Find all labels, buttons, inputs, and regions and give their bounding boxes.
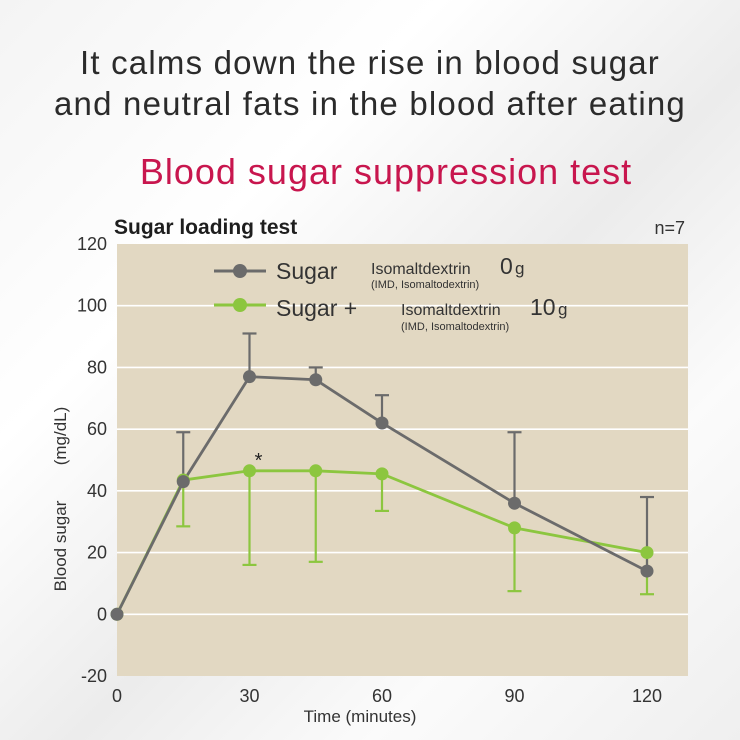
- x-tick-label: 30: [239, 686, 259, 706]
- x-tick-label: 120: [632, 686, 662, 706]
- y-tick-label: 120: [77, 234, 107, 254]
- legend-marker-sugar-imd: [233, 298, 247, 312]
- legend-amount-sugar-imd: 10: [530, 294, 556, 320]
- data-point: [375, 416, 389, 430]
- legend-unit-sugar-imd: g: [558, 300, 567, 319]
- legend-amount-sugar: 0: [500, 253, 513, 279]
- series-layer: [110, 332, 654, 621]
- markers-series-0: [110, 370, 654, 621]
- x-tick-labels: 0 30 60 90 120: [112, 686, 662, 706]
- x-axis-label: Time (minutes): [304, 707, 417, 726]
- legend: Sugar Isomaltdextrin 0 g (IMD, Isomaltod…: [214, 253, 567, 333]
- data-point: [508, 521, 521, 535]
- headline: It calms down the rise in blood sugar an…: [0, 42, 740, 124]
- y-tick-label: 60: [87, 419, 107, 439]
- legend-unit-sugar: g: [515, 259, 524, 278]
- plot-background: [117, 244, 688, 676]
- y-tick-label: 80: [87, 357, 107, 377]
- y-axis-label: Blood sugar: [51, 500, 70, 591]
- data-point: [309, 464, 323, 478]
- significance-asterisk: *: [255, 450, 263, 472]
- x-tick-label: 60: [372, 686, 392, 706]
- data-point: [640, 564, 654, 578]
- legend-note-sugar: (IMD, Isomaltodextrin): [371, 279, 479, 291]
- data-point: [640, 546, 654, 560]
- legend-note-sugar-imd: (IMD, Isomaltodextrin): [401, 321, 509, 333]
- x-tick-label: 0: [112, 686, 122, 706]
- y-tick-label: 100: [77, 296, 107, 316]
- y-axis-unit: (mg/dL): [51, 407, 70, 466]
- chart-title: Sugar loading test: [114, 216, 297, 239]
- legend-label-sugar-imd: Sugar +: [276, 295, 357, 321]
- legend-marker-sugar: [233, 264, 247, 278]
- chart-section-title: Blood sugar suppression test: [139, 151, 633, 192]
- data-point: [508, 496, 521, 510]
- headline-line-2: and neutral fats in the blood after eati…: [54, 85, 686, 122]
- data-point: [309, 373, 323, 387]
- data-point: [243, 464, 256, 478]
- y-tick-label: 0: [97, 604, 107, 624]
- x-tick-label: 90: [504, 686, 524, 706]
- legend-text-sugar: Isomaltdextrin: [371, 261, 471, 278]
- data-point: [110, 607, 124, 621]
- data-point: [176, 475, 190, 489]
- data-point: [375, 467, 389, 481]
- y-tick-label: 20: [87, 543, 107, 563]
- legend-item-sugar-imd: Sugar + Isomaltdextrin 10 g (IMD, Isomal…: [214, 294, 567, 333]
- y-tick-label: 40: [87, 481, 107, 501]
- sample-size-note: n=7: [654, 218, 685, 238]
- grid-lines: [117, 304, 688, 616]
- legend-item-sugar: Sugar Isomaltdextrin 0 g (IMD, Isomaltod…: [214, 253, 524, 291]
- headline-line-1: It calms down the rise in blood sugar: [79, 44, 660, 81]
- y-tick-label: -20: [81, 666, 107, 686]
- legend-label-sugar: Sugar: [276, 258, 338, 284]
- legend-text-sugar-imd: Isomaltdextrin: [401, 302, 501, 319]
- y-tick-labels: -20 0 20 40 60 80 100 120: [77, 234, 107, 686]
- data-point: [243, 370, 256, 384]
